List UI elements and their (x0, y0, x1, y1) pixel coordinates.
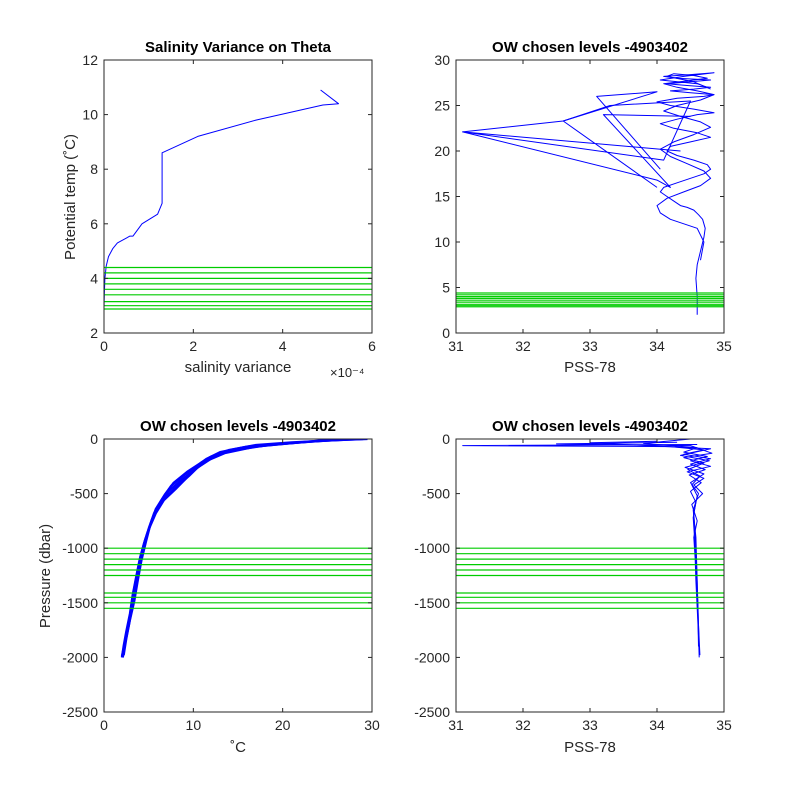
panel-ow-temp-pressure: OW chosen levels -4903402 ˚C Pressure (d… (37, 418, 380, 756)
x-tick-label: 33 (582, 717, 598, 733)
x-tick-label: 35 (716, 717, 732, 733)
y-tick-label: -1000 (62, 540, 98, 556)
x-tick-label: 0 (100, 717, 108, 733)
y-tick-label: 0 (442, 325, 450, 341)
y-tick-label: 2 (90, 325, 98, 341)
x-tick-label: 32 (515, 717, 531, 733)
series-line (556, 441, 713, 652)
y-tick-label: -1500 (62, 595, 98, 611)
x-axis-label: PSS-78 (564, 359, 616, 376)
x-tick-label: 34 (649, 338, 665, 354)
y-tick-label: 10 (82, 107, 98, 123)
y-tick-label: 25 (434, 98, 450, 114)
x-tick-label: 20 (275, 717, 291, 733)
series-line (589, 440, 712, 647)
y-tick-label: 30 (434, 52, 450, 68)
y-tick-label: -2500 (62, 704, 98, 720)
chart-title: OW chosen levels -4903402 (140, 418, 336, 435)
plot-area (456, 72, 724, 315)
y-tick-label: -2000 (414, 649, 450, 665)
x-tick-label: 31 (448, 338, 464, 354)
y-axis-label: Pressure (dbar) (37, 524, 54, 628)
x-tick-label: 4 (279, 338, 287, 354)
y-tick-label: 0 (442, 431, 450, 447)
x-tick-label: 35 (716, 338, 732, 354)
x-axis-label: PSS-78 (564, 739, 616, 756)
x-tick-label: 2 (189, 338, 197, 354)
y-tick-label: 6 (90, 216, 98, 232)
x-tick-label: 33 (582, 338, 598, 354)
y-tick-label: -1000 (414, 540, 450, 556)
series-line (462, 100, 691, 188)
x-tick-label: 6 (368, 338, 376, 354)
chart-title: Salinity Variance on Theta (145, 39, 332, 56)
x-axis-label: salinity variance (185, 359, 292, 376)
y-tick-label: -2500 (414, 704, 450, 720)
y-axis-label: Potential temp (˚C) (62, 134, 79, 260)
panel-salinity-variance: Salinity Variance on Theta salinity vari… (62, 39, 376, 380)
y-tick-label: -1500 (414, 595, 450, 611)
y-tick-label: 12 (82, 52, 98, 68)
plot-area (104, 439, 372, 658)
axes-frame (103, 59, 373, 334)
chart-title: OW chosen levels -4903402 (492, 39, 688, 56)
x-tick-label: 0 (100, 338, 108, 354)
y-tick-label: 0 (90, 431, 98, 447)
x-tick-label: 10 (186, 717, 202, 733)
chart-title: OW chosen levels -4903402 (492, 418, 688, 435)
axes-frame (103, 438, 373, 713)
y-tick-label: 5 (442, 280, 450, 296)
y-tick-label: 15 (434, 189, 450, 205)
x-tick-label: 32 (515, 338, 531, 354)
plot-area (456, 439, 724, 658)
panel-ow-salinity-theta: OW chosen levels -4903402 PSS-78 31 32 33 3… (434, 39, 732, 376)
x-axis-exponent: ×10⁻⁴ (330, 365, 365, 380)
series-line (656, 73, 715, 261)
series-line (122, 439, 368, 656)
x-tick-label: 30 (364, 717, 380, 733)
y-tick-label: -500 (70, 486, 98, 502)
series-line (462, 91, 691, 188)
x-axis-label: ˚C (230, 739, 246, 756)
y-tick-label: -2000 (62, 649, 98, 665)
y-tick-label: 10 (434, 234, 450, 250)
y-tick-label: 8 (90, 161, 98, 177)
series-line (656, 72, 715, 315)
y-tick-label: 20 (434, 143, 450, 159)
series-line (104, 89, 339, 309)
x-tick-label: 34 (649, 717, 665, 733)
x-tick-label: 31 (448, 717, 464, 733)
y-tick-label: 4 (90, 270, 98, 286)
y-tick-label: -500 (422, 486, 450, 502)
series-line (643, 439, 712, 658)
panel-ow-salinity-pressure: OW chosen levels -4903402 PSS-78 31 32 33 3… (414, 418, 732, 756)
series-line (120, 439, 337, 658)
series-line (462, 444, 712, 656)
plot-area (104, 89, 372, 310)
